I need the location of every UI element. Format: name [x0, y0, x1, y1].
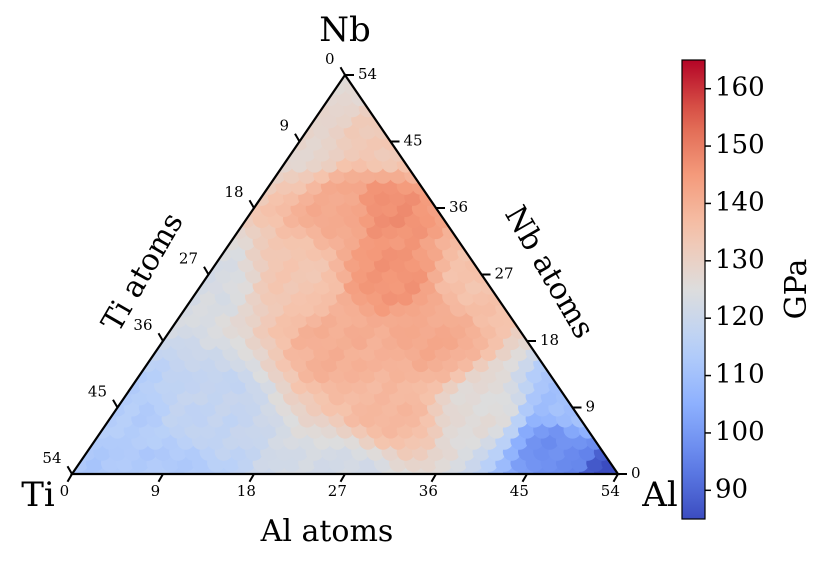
colorbar-ticks: 90 100 110 120 130 140 150 160: [705, 73, 765, 504]
bottom-axis-tick: [521, 473, 528, 483]
bottom-axis-tick-label: 36: [419, 482, 438, 500]
bottom-axis-tick-label: 18: [237, 482, 256, 500]
colorbar-tick-label: 110: [715, 360, 765, 390]
colorbar-tick-label: 90: [715, 474, 748, 504]
bottom-axis-tick-label: 54: [601, 482, 620, 500]
left-axis-tick-label: 54: [42, 449, 61, 467]
bottom-axis-tick-label: 27: [328, 482, 347, 500]
bottom-axis-tick: [612, 473, 619, 483]
left-axis-tick: [203, 266, 210, 276]
colorbar-tick-label: 130: [715, 245, 765, 275]
left-axis-tick: [157, 332, 164, 342]
left-axis-tick-label: 9: [279, 117, 289, 135]
left-axis-tick: [248, 199, 255, 209]
axis-ticks: 0 9 18 27 36 45 54 0 9 18 27 36 45 54 0 9 18 27 36 45 54: [42, 50, 640, 500]
colorbar-tick-label: 100: [715, 417, 765, 447]
right-axis-tick-label: 54: [358, 65, 377, 83]
right-axis-tick-label: 0: [631, 464, 641, 482]
vertex-label-top: Nb: [319, 10, 371, 50]
colorbar-gradient: [681, 59, 706, 520]
colorbar-tick-label: 160: [715, 73, 765, 103]
axis-label-bottom: Al atoms: [260, 514, 394, 549]
left-axis-tick-label: 27: [179, 250, 198, 268]
bottom-axis-tick-label: 45: [510, 482, 529, 500]
colorbar-tick-label: 140: [715, 187, 765, 217]
left-axis-tick: [339, 66, 346, 76]
bottom-axis-tick: [157, 473, 164, 483]
bottom-axis-tick: [430, 473, 437, 483]
right-axis-tick-label: 27: [495, 265, 514, 283]
left-axis-tick-label: 0: [325, 50, 335, 68]
left-axis-tick-label: 45: [88, 383, 107, 401]
bottom-axis-tick-label: 9: [151, 482, 161, 500]
right-axis-tick-label: 45: [404, 132, 423, 150]
left-axis-tick-label: 18: [224, 183, 243, 201]
right-axis-tick-label: 9: [586, 398, 596, 416]
right-axis-tick-label: 18: [540, 331, 559, 349]
left-axis-tick: [112, 399, 119, 409]
left-axis-tick: [66, 465, 73, 475]
colorbar-tick-label: 120: [715, 302, 765, 332]
bottom-axis-tick: [66, 473, 73, 483]
colorbar-tick-label: 150: [715, 130, 765, 160]
left-axis-tick: [294, 133, 301, 143]
bottom-axis-tick: [339, 473, 346, 483]
left-axis-tick-label: 36: [133, 316, 152, 334]
vertex-label-right: Al: [641, 475, 677, 515]
bottom-axis-tick: [248, 473, 255, 483]
vertex-label-left: Ti: [21, 475, 55, 515]
right-axis-tick-label: 36: [449, 198, 468, 216]
colorbar-label: GPa: [779, 259, 814, 320]
bottom-axis-tick-label: 0: [60, 482, 70, 500]
colorbar: 90 100 110 120 130 140 150 160 GPa: [681, 59, 814, 520]
